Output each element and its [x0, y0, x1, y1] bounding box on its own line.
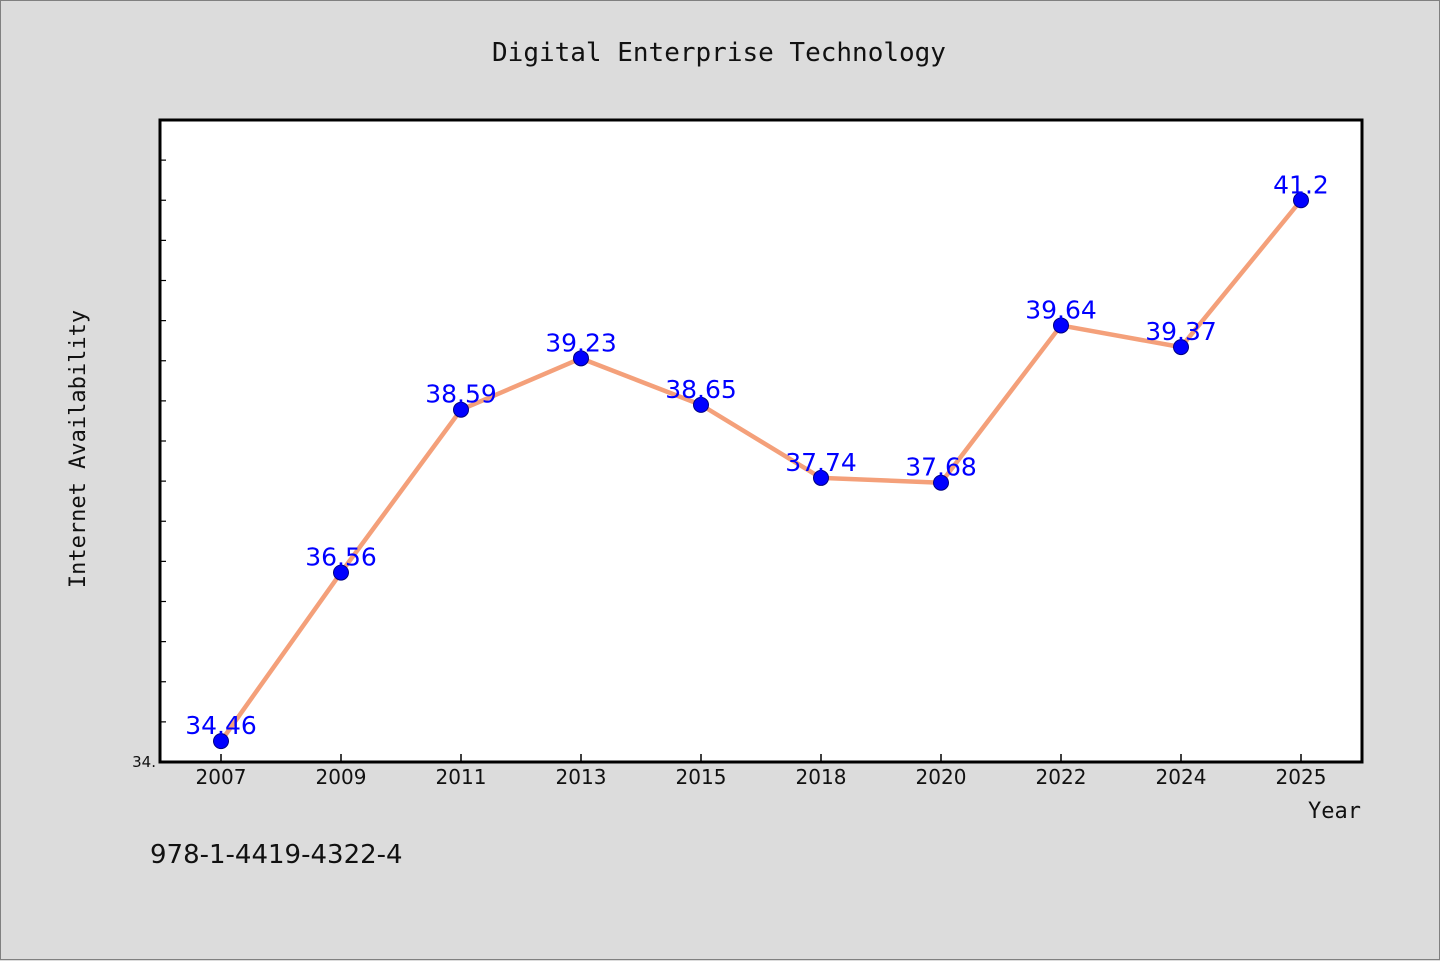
x-tick-label: 2022: [1036, 765, 1087, 789]
data-point: [333, 564, 349, 581]
x-tick-label: 2018: [796, 765, 847, 789]
data-point: [1173, 339, 1189, 356]
data-label: 39.64: [1025, 295, 1097, 324]
x-tick-label: 2011: [436, 765, 487, 789]
y-tick-label: 34.: [132, 753, 156, 771]
data-label: 36.56: [305, 543, 377, 572]
x-tick-label: 2015: [676, 765, 727, 789]
x-tick-label: 2009: [316, 765, 367, 789]
markers-group: [213, 192, 1309, 750]
x-axis-label: Year: [1308, 799, 1361, 824]
data-point: [1053, 317, 1069, 334]
x-tick-label: 2024: [1156, 765, 1207, 789]
data-point: [693, 396, 709, 413]
data-point: [213, 733, 229, 750]
data-point: [453, 401, 469, 418]
x-axis-ticks: [220, 754, 1302, 762]
data-label: 38.65: [665, 375, 737, 404]
data-point: [573, 350, 589, 367]
chart-title: Digital Enterprise Technology: [492, 38, 946, 68]
x-tick-label: 2007: [196, 765, 247, 789]
data-label: 37.74: [785, 448, 857, 477]
isbn-footer: 978-1-4419-4322-4: [150, 840, 403, 870]
y-axis-label: Internet Availability: [66, 310, 91, 588]
data-label: 41.2: [1273, 170, 1329, 199]
x-tick-labels-group: 2007 2009 2011 2013 2015 2018 2020 2022 2024 2025: [196, 765, 1327, 789]
data-point: [933, 474, 949, 491]
x-tick-label: 2013: [556, 765, 607, 789]
y-axis-ticks: [160, 159, 166, 723]
data-point: [1293, 192, 1309, 209]
series-line-group: [218, 198, 1304, 744]
x-tick-label: 2025: [1276, 765, 1327, 789]
data-label: 37.68: [905, 453, 977, 482]
data-labels-group: 34.46 36.56 38.59 39.23 38.65 37.74 37.68 39.64…: [185, 170, 1329, 740]
data-point: [813, 469, 829, 486]
series-line: [218, 198, 1304, 744]
data-label: 39.37: [1145, 317, 1217, 346]
x-tick-label: 2020: [916, 765, 967, 789]
data-label: 38.59: [425, 380, 497, 409]
data-label: 34.46: [185, 711, 257, 740]
data-label: 39.23: [545, 328, 617, 357]
